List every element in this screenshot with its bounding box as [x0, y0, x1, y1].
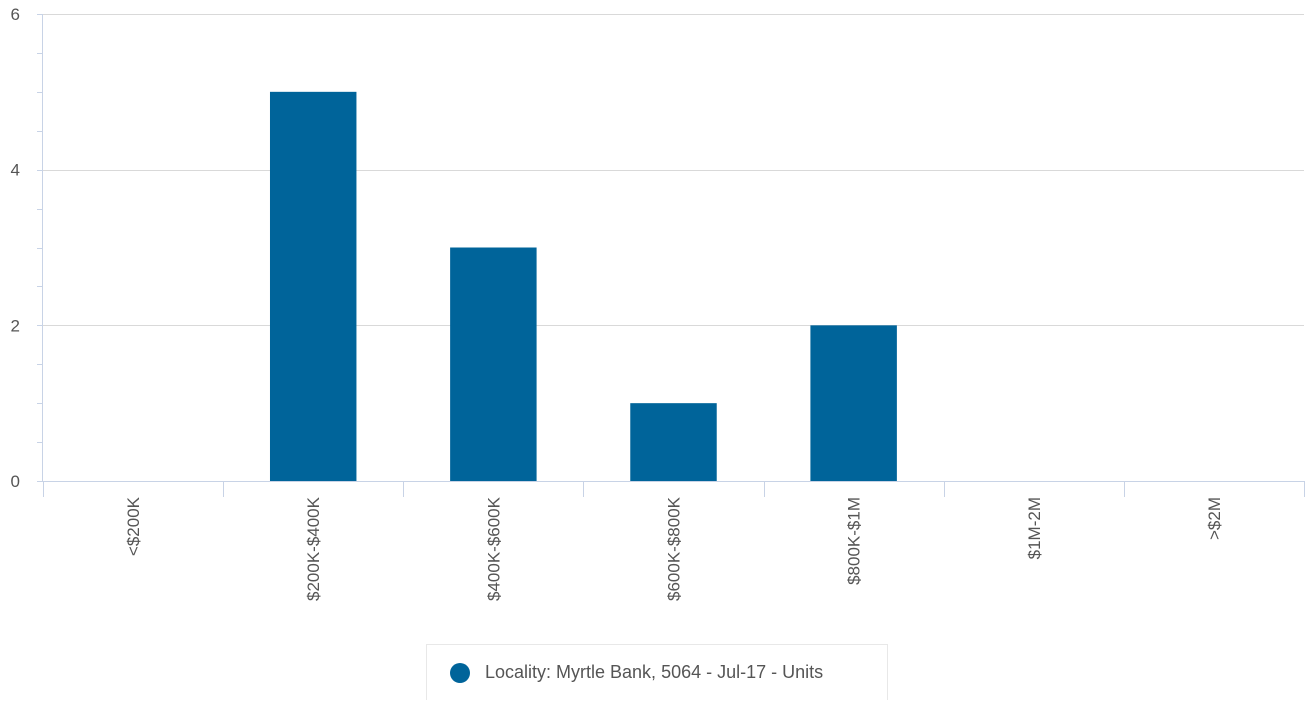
bar [630, 403, 717, 481]
grid-lines [43, 14, 1304, 326]
legend[interactable]: Locality: Myrtle Bank, 5064 - Jul-17 - U… [426, 644, 888, 700]
y-tick-label: 2 [11, 316, 20, 335]
bars [269, 91, 897, 481]
x-tick-label: $400K-$600K [484, 496, 503, 601]
tick-labels: 0 2 4 6 <$200K $200K-$400K $400K-$600K $600K-$8… [11, 5, 1224, 601]
y-tick-label: 4 [11, 161, 20, 180]
x-tick-label: $800K-$1M [845, 497, 864, 585]
axes [37, 14, 1305, 497]
y-tick-label: 6 [11, 5, 20, 24]
x-tick-label: <$200K [124, 496, 143, 556]
legend-item-label[interactable]: Locality: Myrtle Bank, 5064 - Jul-17 - U… [485, 662, 824, 682]
x-tick-label: $600K-$800K [665, 496, 684, 601]
y-tick-label: 0 [11, 472, 20, 491]
x-tick-label: $200K-$400K [304, 496, 323, 601]
bar [450, 247, 537, 481]
bar [810, 325, 897, 481]
legend-marker-icon [450, 662, 470, 683]
x-tick-label: >$2M [1205, 497, 1224, 540]
bar [269, 91, 357, 481]
x-tick-label: $1M-2M [1025, 497, 1044, 559]
